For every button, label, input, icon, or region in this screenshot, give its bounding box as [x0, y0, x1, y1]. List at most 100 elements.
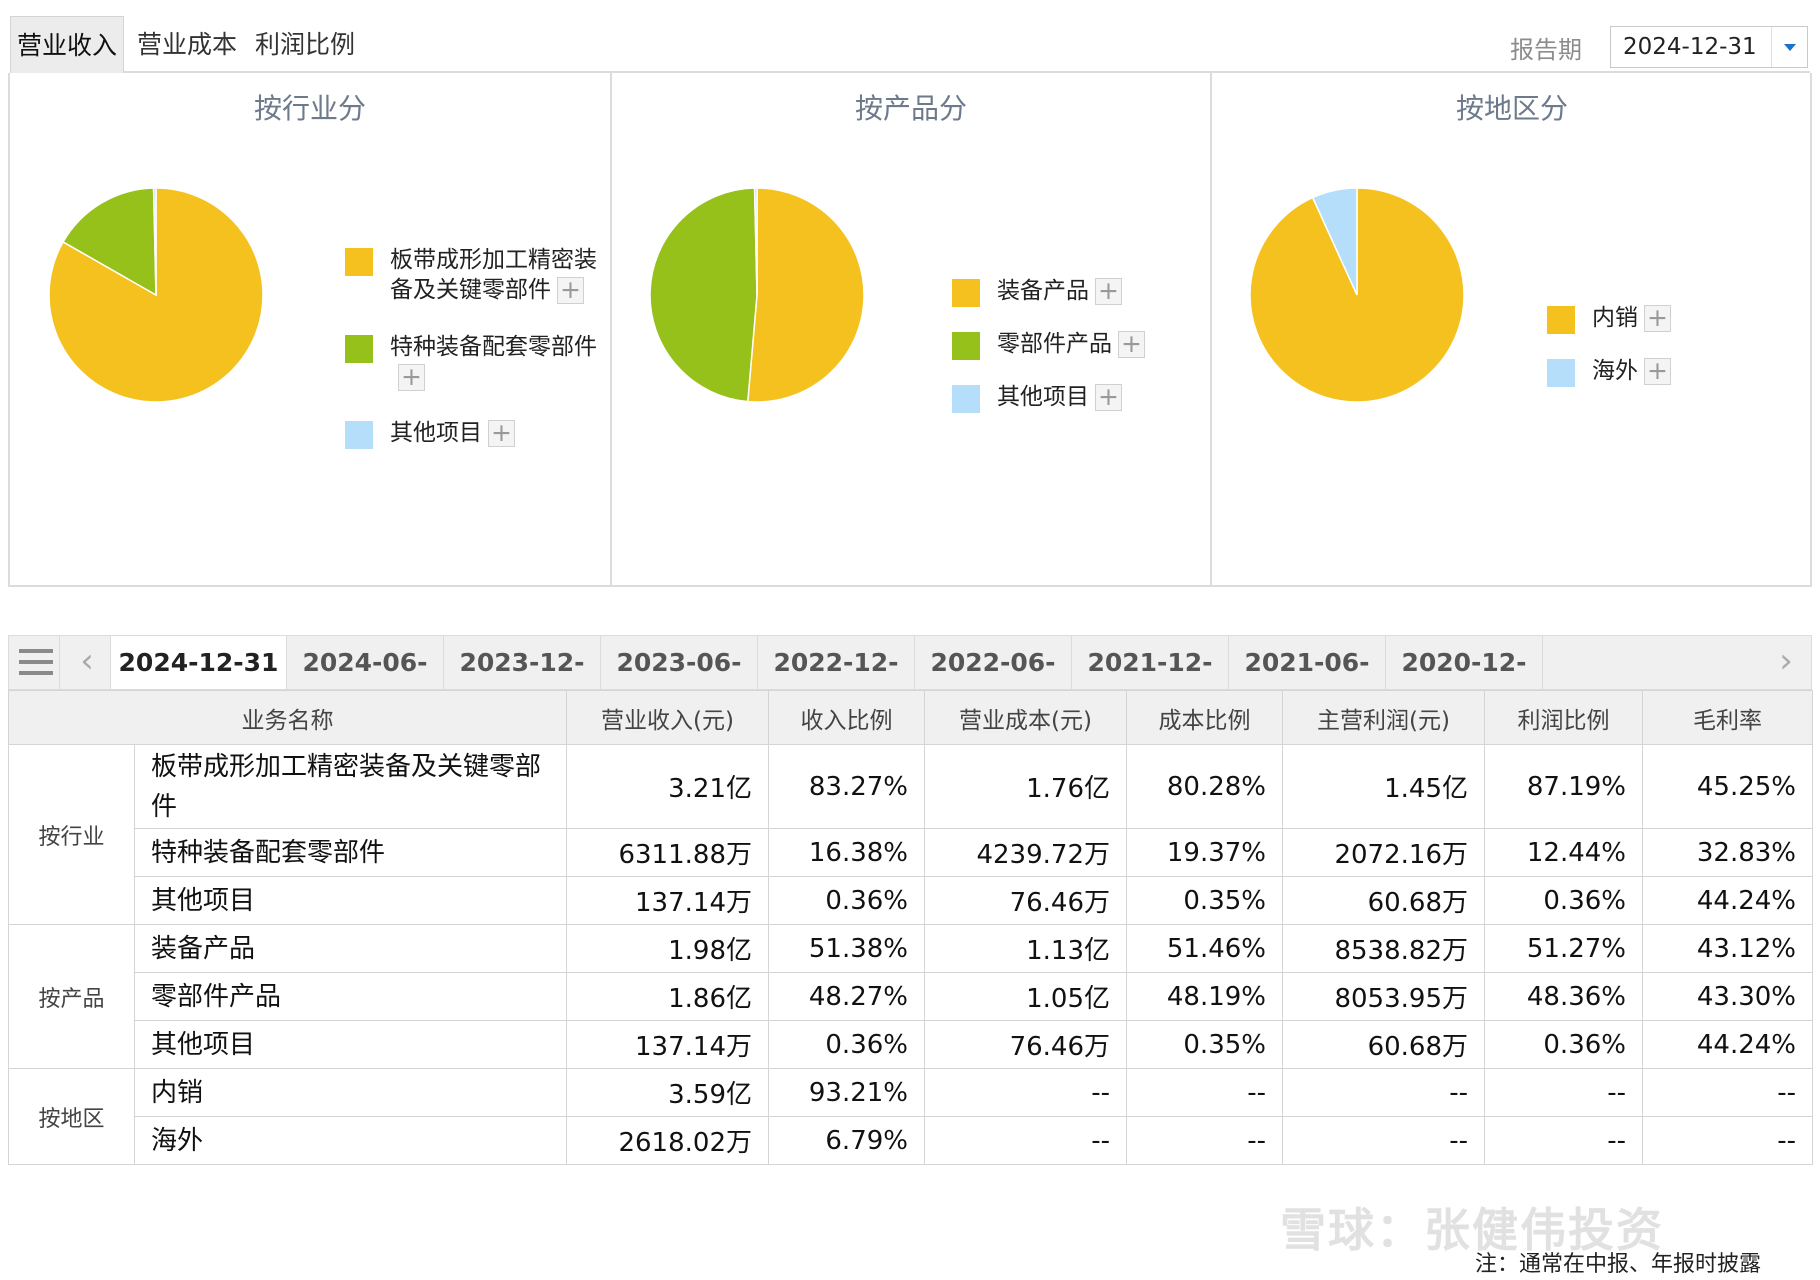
- legend-label: 其他项目: [390, 420, 482, 446]
- business-name-cell: 内销: [134, 1068, 567, 1117]
- column-header[interactable]: 业务名称: [8, 690, 567, 745]
- legend-item-industry-3[interactable]: 其他项目 +: [390, 418, 515, 448]
- legend-swatch-yellow: [952, 279, 980, 307]
- column-header[interactable]: 毛利率: [1642, 690, 1813, 745]
- business-name-cell: 板带成形加工精密装备及关键零部件: [134, 744, 567, 829]
- value-cell: --: [924, 1116, 1127, 1165]
- value-cell: 76.46万: [924, 876, 1127, 925]
- value-cell: 0.36%: [768, 876, 925, 925]
- legend-item-region-2[interactable]: 海外 +: [1592, 356, 1671, 386]
- legend-item-product-1[interactable]: 装备产品 +: [997, 276, 1122, 306]
- legend-item-product-3[interactable]: 其他项目 +: [997, 382, 1122, 412]
- value-cell: 48.36%: [1484, 972, 1643, 1021]
- legend-item-product-2[interactable]: 零部件产品 +: [997, 329, 1145, 359]
- pie-slice-industry-2[interactable]: [62, 187, 157, 297]
- pie-slice-product-2[interactable]: [649, 187, 758, 403]
- legend-label: 特种装备配套零部件: [390, 334, 597, 360]
- table-row: 按行业 板带成形加工精密装备及关键零部件 3.21亿 83.27% 1.76亿 80.28…: [8, 744, 1813, 925]
- row-group-label: 按地区: [8, 1068, 135, 1165]
- prev-arrow-icon[interactable]: ‹: [80, 641, 94, 681]
- period-tab[interactable]: 2022-06-30: [915, 636, 1072, 730]
- expand-plus-icon[interactable]: +: [1644, 305, 1671, 332]
- column-header[interactable]: 营业收入(元): [566, 690, 769, 745]
- table-header-row: 业务名称 营业收入(元) 收入比例 营业成本(元) 成本比例 主营利润(元) 利…: [8, 690, 1813, 745]
- pie-slice-product-1[interactable]: [746, 187, 865, 403]
- expand-plus-icon[interactable]: +: [1644, 358, 1671, 385]
- tab-cost[interactable]: 营业成本: [136, 30, 237, 59]
- tab-revenue[interactable]: 营业收入: [10, 16, 124, 73]
- table-row: 按产品 装备产品 1.98亿 51.38% 1.13亿 51.46% 8538.82万 51.…: [8, 924, 1813, 1069]
- period-tab[interactable]: 2024-06-30: [287, 636, 444, 730]
- period-tab[interactable]: 2021-06-30: [1229, 636, 1386, 730]
- table-row: 按地区 内销 3.59亿 93.21% -- -- -- -- --: [8, 1068, 1813, 1165]
- expand-plus-icon[interactable]: +: [557, 277, 584, 304]
- legend-item-industry-2[interactable]: 特种装备配套零部件 +: [390, 332, 597, 392]
- menu-icon[interactable]: [9, 636, 60, 689]
- expand-plus-icon[interactable]: +: [1118, 331, 1145, 358]
- tab-profit-ratio[interactable]: 利润比例: [254, 30, 355, 59]
- business-name-cell: 零部件产品: [134, 972, 567, 1021]
- report-period-select[interactable]: 2024-12-31: [1610, 26, 1808, 68]
- value-cell: 44.24%: [1642, 1020, 1813, 1069]
- period-tab[interactable]: 2022-12-31: [758, 636, 915, 730]
- value-cell: 0.36%: [768, 1020, 925, 1069]
- expand-plus-icon[interactable]: +: [488, 420, 515, 447]
- value-cell: 51.38%: [768, 924, 925, 973]
- legend-item-industry-1[interactable]: 板带成形加工精密装 备及关键零部件 +: [390, 245, 597, 305]
- value-cell: 1.76亿: [924, 744, 1127, 829]
- expand-plus-icon[interactable]: +: [398, 364, 425, 391]
- value-cell: 0.35%: [1126, 876, 1283, 925]
- value-cell: --: [1126, 1116, 1283, 1165]
- period-tab-bar: ‹ 2024-12-312024-06-302023-12-312023-06-…: [8, 635, 1812, 730]
- panel-title: 按地区分: [1455, 92, 1568, 125]
- value-cell: 8538.82万: [1282, 924, 1485, 973]
- dropdown-arrow-icon[interactable]: [1771, 27, 1807, 67]
- business-name-cell: 装备产品: [134, 924, 567, 973]
- value-cell: 51.46%: [1126, 924, 1283, 973]
- business-table: 业务名称 营业收入(元) 收入比例 营业成本(元) 成本比例 主营利润(元) 利…: [8, 690, 1813, 1165]
- column-header[interactable]: 利润比例: [1484, 690, 1643, 745]
- expand-plus-icon[interactable]: +: [1095, 278, 1122, 305]
- value-cell: 6.79%: [768, 1116, 925, 1165]
- value-cell: 48.19%: [1126, 972, 1283, 1021]
- value-cell: 3.21亿: [566, 744, 769, 829]
- row-group-label: 按行业: [8, 744, 135, 925]
- value-cell: 12.44%: [1484, 828, 1643, 877]
- next-arrow-icon[interactable]: ›: [1779, 641, 1793, 681]
- row-group-label: 按产品: [8, 924, 135, 1069]
- table-row: 其他项目 137.14万 0.36% 76.46万 0.35% 60.68万 0.36% 44…: [9, 1020, 1813, 1069]
- legend-label: 备及关键零部件: [390, 277, 551, 303]
- legend-label: 零部件产品: [997, 331, 1112, 357]
- panel-divider: [1210, 73, 1212, 585]
- value-cell: 76.46万: [924, 1020, 1127, 1069]
- value-cell: 45.25%: [1642, 744, 1813, 829]
- legend-item-region-1[interactable]: 内销 +: [1592, 303, 1671, 333]
- period-tab[interactable]: 2021-12-31: [1072, 636, 1229, 730]
- column-header[interactable]: 成本比例: [1126, 690, 1283, 745]
- column-header[interactable]: 主营利润(元): [1282, 690, 1485, 745]
- pie-slice-product-3[interactable]: [753, 187, 758, 296]
- value-cell: 137.14万: [566, 1020, 769, 1069]
- pie-slice-region-2[interactable]: [1311, 187, 1358, 296]
- expand-plus-icon[interactable]: +: [1095, 384, 1122, 411]
- value-cell: 43.30%: [1642, 972, 1813, 1021]
- value-cell: 19.37%: [1126, 828, 1283, 877]
- panel-by-product: 按产品分 装备产品 + 零部件产品 + 其他项目 +: [612, 73, 1210, 585]
- report-period-label: 报告期: [1510, 36, 1582, 64]
- column-header[interactable]: 收入比例: [768, 690, 925, 745]
- period-tab[interactable]: 2024-12-31: [110, 636, 287, 689]
- business-name-cell: 海外: [134, 1116, 567, 1165]
- pie-slice-industry-3[interactable]: [152, 187, 157, 296]
- period-tab[interactable]: 2020-12-31: [1386, 636, 1543, 730]
- period-tab[interactable]: 2023-12-31: [444, 636, 601, 730]
- value-cell: 0.35%: [1126, 1020, 1283, 1069]
- value-cell: 1.45亿: [1282, 744, 1485, 829]
- pie-by-product: [649, 187, 865, 403]
- value-cell: --: [1282, 1116, 1485, 1165]
- panel-title: 按产品分: [854, 92, 967, 125]
- legend-swatch-blue: [1547, 359, 1575, 387]
- value-cell: --: [1642, 1068, 1813, 1117]
- period-tab[interactable]: 2023-06-30: [601, 636, 758, 730]
- column-header[interactable]: 营业成本(元): [924, 690, 1127, 745]
- value-cell: 1.98亿: [566, 924, 769, 973]
